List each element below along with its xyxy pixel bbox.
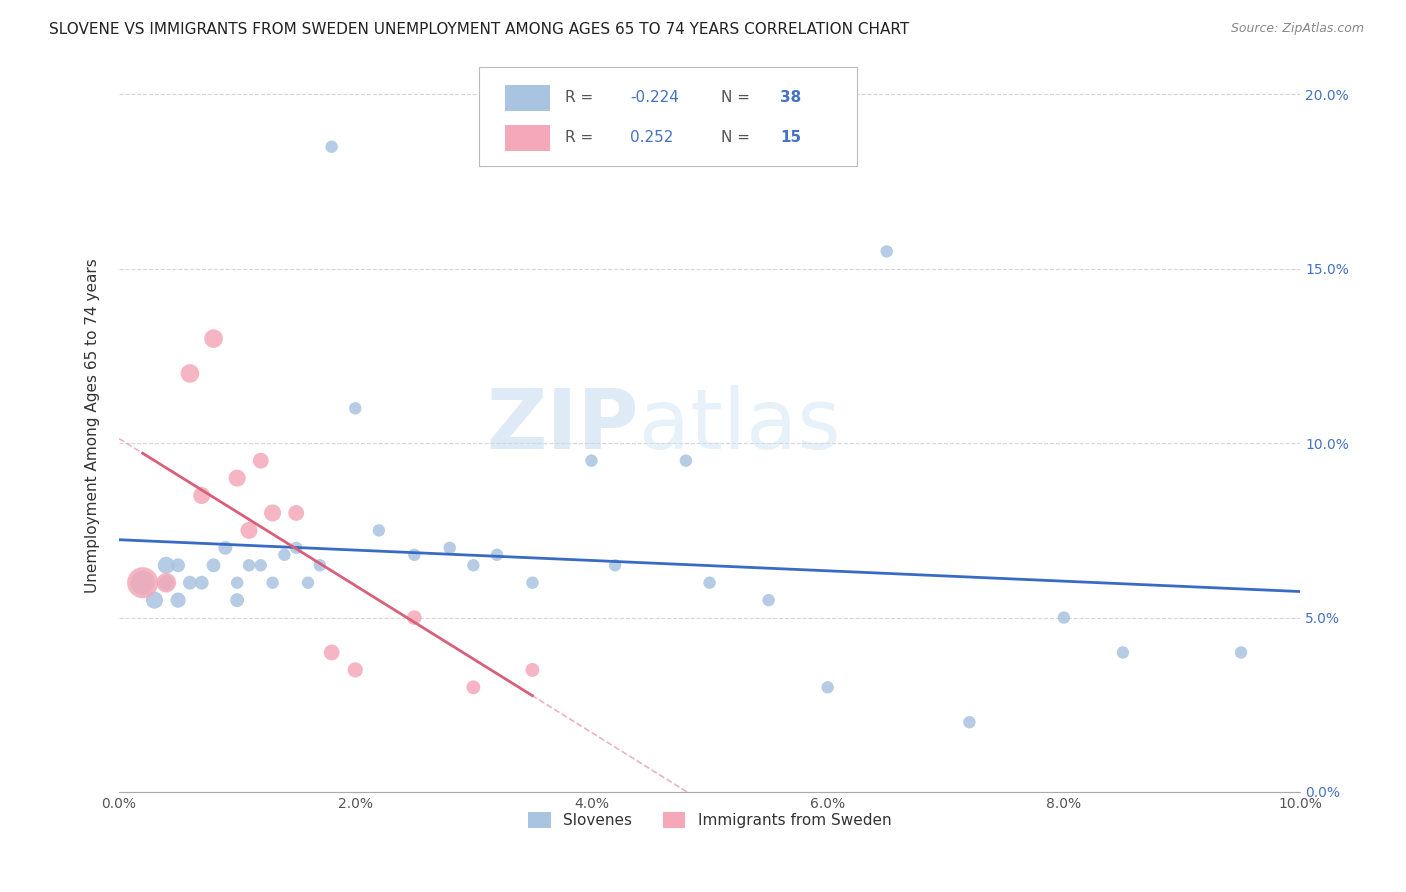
Point bbox=[179, 575, 201, 590]
Point bbox=[131, 575, 153, 590]
Point bbox=[675, 453, 697, 467]
Point bbox=[226, 471, 249, 485]
Text: Source: ZipAtlas.com: Source: ZipAtlas.com bbox=[1230, 22, 1364, 36]
Point bbox=[308, 558, 330, 573]
Point bbox=[1230, 645, 1253, 659]
Text: atlas: atlas bbox=[638, 385, 841, 467]
Point bbox=[603, 558, 626, 573]
FancyBboxPatch shape bbox=[479, 67, 858, 166]
Point bbox=[155, 575, 177, 590]
Text: 15: 15 bbox=[780, 130, 801, 145]
Point bbox=[439, 541, 461, 555]
Point bbox=[249, 453, 271, 467]
Point bbox=[249, 558, 271, 573]
Point bbox=[404, 548, 426, 562]
Point bbox=[485, 548, 508, 562]
Point bbox=[226, 593, 249, 607]
Point bbox=[344, 663, 367, 677]
Point bbox=[202, 558, 225, 573]
Text: ZIP: ZIP bbox=[486, 385, 638, 467]
Point bbox=[155, 558, 177, 573]
Point bbox=[190, 575, 212, 590]
Point bbox=[167, 593, 190, 607]
Point bbox=[238, 524, 260, 538]
Point bbox=[1112, 645, 1135, 659]
FancyBboxPatch shape bbox=[505, 86, 550, 111]
Point bbox=[167, 558, 190, 573]
Point bbox=[463, 558, 485, 573]
Point bbox=[273, 548, 295, 562]
Point bbox=[131, 575, 153, 590]
Point bbox=[463, 681, 485, 695]
Text: -0.224: -0.224 bbox=[630, 90, 679, 105]
Text: N =: N = bbox=[721, 130, 755, 145]
Point bbox=[238, 558, 260, 573]
Point bbox=[581, 453, 603, 467]
FancyBboxPatch shape bbox=[505, 125, 550, 151]
Point bbox=[758, 593, 780, 607]
Text: R =: R = bbox=[565, 130, 599, 145]
Text: 0.252: 0.252 bbox=[630, 130, 673, 145]
Point bbox=[817, 681, 839, 695]
Point bbox=[876, 244, 898, 259]
Point bbox=[404, 610, 426, 624]
Text: 38: 38 bbox=[780, 90, 801, 105]
Point bbox=[179, 367, 201, 381]
Point bbox=[143, 593, 166, 607]
Point bbox=[367, 524, 389, 538]
Point bbox=[226, 575, 249, 590]
Text: R =: R = bbox=[565, 90, 599, 105]
Legend: Slovenes, Immigrants from Sweden: Slovenes, Immigrants from Sweden bbox=[520, 805, 898, 836]
Point bbox=[522, 663, 544, 677]
Point bbox=[957, 715, 980, 730]
Point bbox=[262, 575, 284, 590]
Point bbox=[699, 575, 721, 590]
Point bbox=[190, 489, 212, 503]
Point bbox=[321, 140, 343, 154]
Text: N =: N = bbox=[721, 90, 755, 105]
Point bbox=[285, 506, 308, 520]
Point bbox=[344, 401, 367, 416]
Point bbox=[522, 575, 544, 590]
Point bbox=[155, 575, 177, 590]
Point bbox=[321, 645, 343, 659]
Point bbox=[297, 575, 319, 590]
Point bbox=[202, 332, 225, 346]
Text: SLOVENE VS IMMIGRANTS FROM SWEDEN UNEMPLOYMENT AMONG AGES 65 TO 74 YEARS CORRELA: SLOVENE VS IMMIGRANTS FROM SWEDEN UNEMPL… bbox=[49, 22, 910, 37]
Point bbox=[1053, 610, 1076, 624]
Point bbox=[262, 506, 284, 520]
Point bbox=[214, 541, 236, 555]
Y-axis label: Unemployment Among Ages 65 to 74 years: Unemployment Among Ages 65 to 74 years bbox=[86, 259, 100, 593]
Point bbox=[285, 541, 308, 555]
